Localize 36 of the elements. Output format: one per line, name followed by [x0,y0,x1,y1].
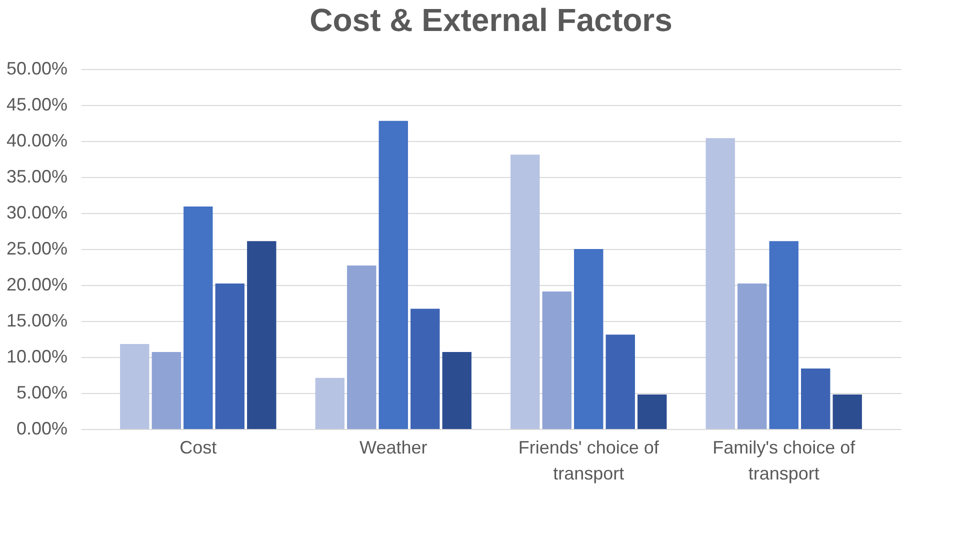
bar [738,284,767,429]
bar [574,249,604,429]
bar [832,394,862,429]
y-tick-label: 50.00% [6,58,68,78]
bar [606,334,635,429]
bar [706,138,735,429]
bar [215,284,244,429]
bar [347,266,376,429]
y-tick-label: 10.00% [6,346,68,366]
bar [247,241,276,429]
bar [378,120,408,429]
x-tick-label: Cost [180,438,217,458]
bar [442,352,472,429]
chart-title: Cost & External Factors [310,2,672,38]
y-tick-label: 40.00% [6,130,68,150]
x-tick-label: Weather [360,438,428,458]
y-tick-label: 20.00% [6,274,68,294]
bar [120,344,150,429]
bar [510,154,540,429]
bar [801,368,830,429]
y-tick-label: 0.00% [16,418,68,438]
bar [315,378,344,429]
bar [542,291,572,429]
x-tick-label: Friends' choice of transport [518,438,660,484]
y-tick-label: 30.00% [6,202,68,222]
bar [152,352,181,429]
bar [638,394,667,429]
bar [410,308,440,429]
y-tick-label: 15.00% [6,310,68,330]
bar [769,241,798,429]
y-tick-label: 35.00% [6,166,68,186]
y-tick-label: 25.00% [6,238,68,258]
bar [184,206,213,429]
y-tick-label: 5.00% [16,382,68,402]
y-tick-label: 45.00% [6,94,68,114]
x-tick-label: Family's choice of transport [712,438,856,484]
